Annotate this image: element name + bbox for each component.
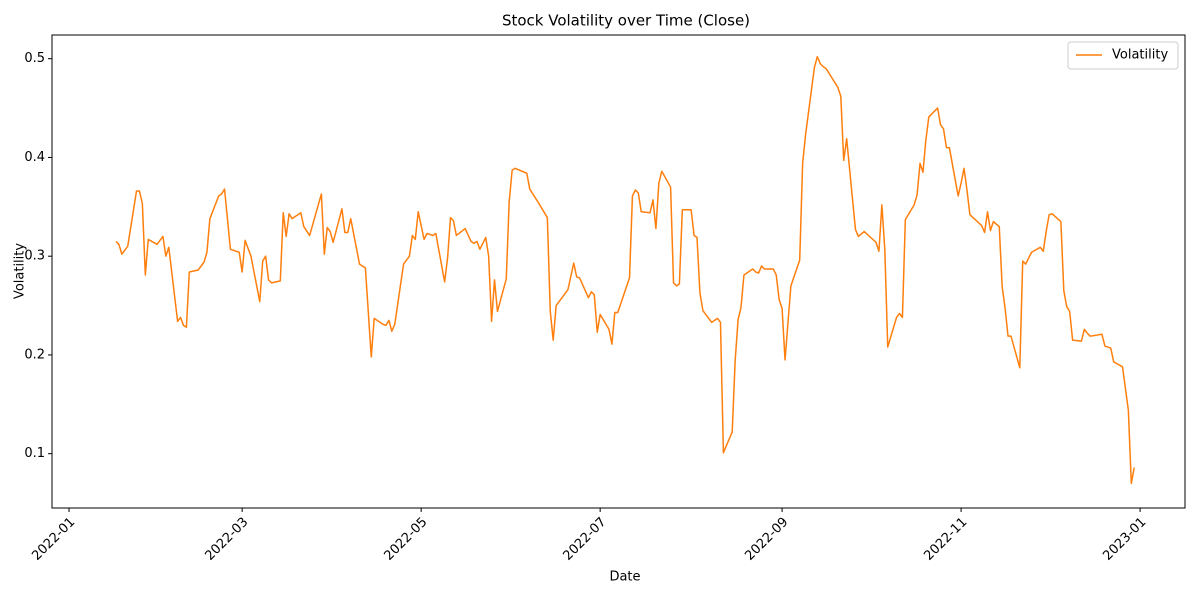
y-tick-label: 0.2 xyxy=(24,347,45,362)
y-tick-label: 0.4 xyxy=(24,150,45,165)
chart-title: Stock Volatility over Time (Close) xyxy=(502,12,750,30)
legend-label: Volatility xyxy=(1112,48,1168,63)
x-tick-label: 2022-03 xyxy=(202,515,251,564)
y-tick-label: 0.1 xyxy=(24,446,45,461)
data-line xyxy=(115,55,1135,485)
x-tick-label: 2022-07 xyxy=(560,515,609,564)
x-tick-label: 2022-01 xyxy=(29,515,78,564)
legend-box xyxy=(1067,41,1179,70)
y-tick-label: 0.3 xyxy=(24,249,45,264)
x-tick-label: 2023-01 xyxy=(1100,515,1149,564)
x-tick-label: 2022-05 xyxy=(381,515,430,564)
y-tick-label: 0.5 xyxy=(24,51,45,66)
axes-frame xyxy=(51,34,1186,509)
x-axis-label: Date xyxy=(609,570,640,585)
y-axis-label: Volatility xyxy=(13,243,28,299)
x-tick-label: 2022-09 xyxy=(742,515,791,564)
x-tick-label: 2022-11 xyxy=(921,515,970,564)
